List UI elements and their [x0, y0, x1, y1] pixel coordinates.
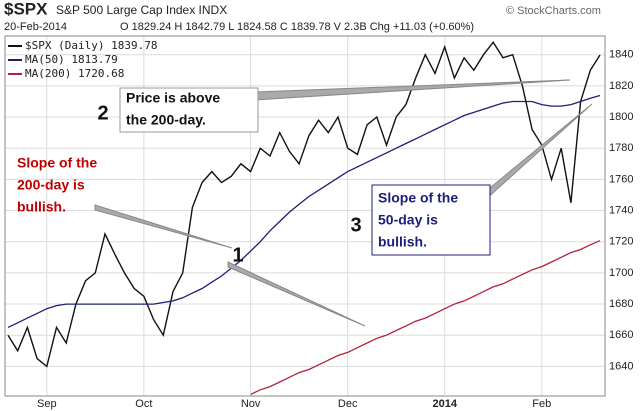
annotation-text: 50-day is — [378, 212, 438, 228]
y-tick-label: 1680 — [609, 298, 633, 310]
x-tick-label: Dec — [338, 398, 358, 410]
source: © StockCharts.com — [506, 5, 601, 17]
y-tick-label: 1700 — [609, 267, 633, 279]
annotation-number: 3 — [350, 214, 361, 236]
x-tick-label: 2014 — [432, 398, 457, 410]
annotation-box — [371, 184, 491, 256]
pointer — [94, 204, 233, 249]
y-tick-label: 1780 — [609, 142, 633, 154]
date: 20-Feb-2014 — [4, 21, 67, 33]
x-tick-label: Oct — [135, 398, 152, 410]
legend-label: MA(50) 1813.79 — [25, 53, 118, 66]
legend-label: MA(200) 1720.68 — [25, 67, 124, 80]
x-tick-label: Nov — [241, 398, 261, 410]
annotation-text: Slope of the — [17, 155, 97, 171]
pointer — [227, 261, 366, 327]
quote: O 1829.24 H 1842.79 L 1824.58 C 1839.78 … — [120, 21, 474, 33]
annotation-text: the 200-day. — [126, 112, 206, 128]
annotation-text: Price is above — [126, 90, 220, 106]
y-tick-label: 1760 — [609, 173, 633, 185]
annotation-text: 200-day is — [17, 177, 85, 193]
y-tick-label: 1820 — [609, 80, 633, 92]
y-tick-label: 1740 — [609, 204, 633, 216]
y-tick-label: 1720 — [609, 236, 633, 248]
y-tick-label: 1800 — [609, 111, 633, 123]
y-tick-label: 1640 — [609, 360, 633, 372]
annotation-box — [119, 87, 259, 133]
x-tick-label: Feb — [532, 398, 551, 410]
symbol: $SPX — [4, 0, 48, 18]
legend-label: $SPX (Daily) 1839.78 — [25, 39, 157, 52]
annotation-text: bullish. — [17, 199, 66, 215]
annotation-text: Slope of the — [378, 190, 458, 206]
annotation-text: bullish. — [378, 234, 427, 250]
plot-frame — [4, 35, 606, 397]
y-tick-label: 1840 — [609, 49, 633, 61]
series-line — [7, 40, 601, 368]
annotation-number: 2 — [97, 102, 108, 124]
annotation-number: 1 — [232, 244, 243, 266]
series-line — [7, 94, 601, 328]
x-tick-label: Sep — [37, 398, 57, 410]
series-line — [250, 240, 601, 395]
chart-title: S&P 500 Large Cap Index INDX — [56, 3, 227, 17]
y-tick-label: 1660 — [609, 329, 633, 341]
